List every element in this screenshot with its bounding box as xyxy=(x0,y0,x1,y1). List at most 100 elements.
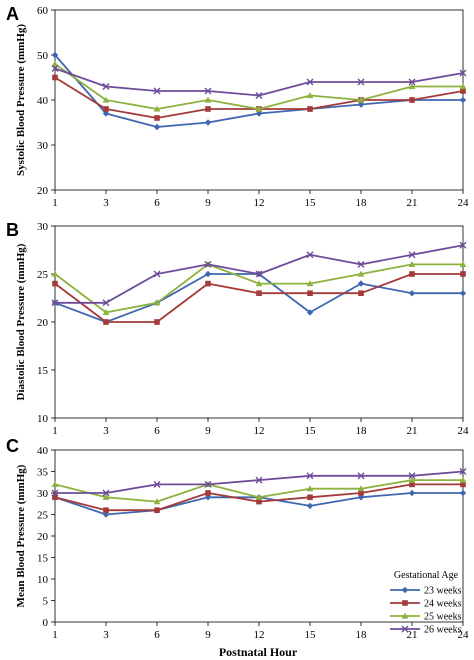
data-point xyxy=(408,472,416,480)
series-24-weeks xyxy=(52,481,466,513)
x-tick-label: 6 xyxy=(154,197,160,209)
x-tick-label: 3 xyxy=(103,425,109,437)
y-axis-label: Diastolic Blood Pressure (mmHg) xyxy=(15,243,27,400)
data-point xyxy=(307,290,313,296)
data-point xyxy=(357,101,365,108)
data-point xyxy=(154,319,160,325)
data-point xyxy=(408,78,416,86)
data-point xyxy=(102,309,110,315)
legend-marker xyxy=(401,586,409,594)
data-point xyxy=(409,481,415,488)
data-point xyxy=(459,489,467,497)
data-point xyxy=(408,261,416,267)
data-point xyxy=(51,299,59,307)
data-point xyxy=(153,480,161,488)
data-point xyxy=(204,260,212,268)
series-line xyxy=(54,67,464,97)
data-point xyxy=(306,92,314,99)
data-point xyxy=(306,78,314,86)
data-point xyxy=(102,83,110,90)
data-point xyxy=(204,480,212,488)
y-tick-label: 25 xyxy=(37,269,49,281)
y-tick-label: 30 xyxy=(37,488,49,500)
data-point xyxy=(357,270,365,277)
x-tick-label: 3 xyxy=(103,197,109,209)
panel-letter-b: B xyxy=(6,220,19,240)
data-point xyxy=(357,260,365,268)
y-tick-label: 60 xyxy=(37,5,49,17)
legend-marker xyxy=(402,600,408,606)
x-tick-label: 21 xyxy=(407,425,418,437)
legend-label: 23 weeks xyxy=(424,586,462,597)
data-point xyxy=(52,494,58,501)
data-point xyxy=(153,498,161,505)
data-point xyxy=(409,271,415,277)
data-point xyxy=(103,507,109,513)
legend-item: 25 weeks xyxy=(390,612,462,623)
data-point xyxy=(306,502,314,510)
x-tick-label: 15 xyxy=(305,425,317,437)
data-point xyxy=(204,270,212,278)
data-point xyxy=(255,270,263,278)
data-point xyxy=(408,251,416,259)
data-point xyxy=(358,290,364,296)
data-point xyxy=(102,493,110,500)
data-point xyxy=(306,251,314,259)
data-point xyxy=(459,83,467,90)
y-tick-label: 30 xyxy=(37,140,49,152)
y-tick-label: 15 xyxy=(37,553,49,565)
data-point xyxy=(459,96,467,104)
series-24-weeks xyxy=(52,271,466,325)
y-tick-label: 50 xyxy=(37,50,49,62)
x-tick-label: 3 xyxy=(103,629,109,641)
y-tick-label: 10 xyxy=(37,574,49,586)
panel-letter-c: C xyxy=(6,436,19,456)
x-tick-label: 18 xyxy=(356,425,368,437)
x-tick-label: 9 xyxy=(205,197,211,209)
x-tick-label: 24 xyxy=(458,425,470,437)
data-point xyxy=(205,490,211,496)
series-26-weeks xyxy=(51,468,467,497)
data-point xyxy=(103,319,109,325)
panel-b-diastolic: 10 15 20 25 30 1 3 6 9 12 15 18 21 24 Diastolic Blood … xyxy=(15,221,469,437)
x-axis-label: Postnatal Hour xyxy=(219,645,298,659)
data-point xyxy=(51,489,59,497)
x-tick-label: 1 xyxy=(52,197,58,209)
data-point xyxy=(51,65,59,72)
data-point xyxy=(459,261,467,267)
y-tick-label: 20 xyxy=(37,185,49,197)
data-point xyxy=(460,271,466,277)
y-tick-label: 40 xyxy=(37,445,49,457)
y-axis-label: Systolic Blood Pressure (mmHg) xyxy=(15,24,27,176)
data-point xyxy=(102,299,110,307)
y-tick-label: 10 xyxy=(37,413,49,425)
series-23-weeks xyxy=(51,51,467,131)
data-point xyxy=(51,51,59,59)
y-tick-label: 35 xyxy=(37,467,49,479)
legend-label: 24 weeks xyxy=(424,599,462,610)
data-point xyxy=(459,241,467,249)
data-point xyxy=(409,97,415,103)
x-tick-label: 15 xyxy=(305,629,317,641)
x-tick-label: 12 xyxy=(254,425,265,437)
panel-letter-a: A xyxy=(6,4,19,24)
data-point xyxy=(204,96,212,103)
data-point xyxy=(51,60,59,67)
y-tick-label: 20 xyxy=(37,317,49,329)
data-point xyxy=(255,493,263,500)
legend: Gestational Age 23 weeks 24 weeks 25 weeks… xyxy=(390,570,462,636)
data-point xyxy=(102,110,110,117)
data-point xyxy=(204,87,212,95)
data-point xyxy=(255,110,263,117)
data-point xyxy=(102,489,110,497)
data-point xyxy=(306,472,314,480)
data-point xyxy=(153,105,161,112)
legend-marker xyxy=(401,625,409,633)
data-point xyxy=(52,74,58,81)
legend-label: 26 weeks xyxy=(424,625,462,636)
x-tick-label: 6 xyxy=(154,425,160,437)
data-point xyxy=(459,468,467,475)
data-point xyxy=(307,494,313,501)
data-point xyxy=(408,476,416,483)
